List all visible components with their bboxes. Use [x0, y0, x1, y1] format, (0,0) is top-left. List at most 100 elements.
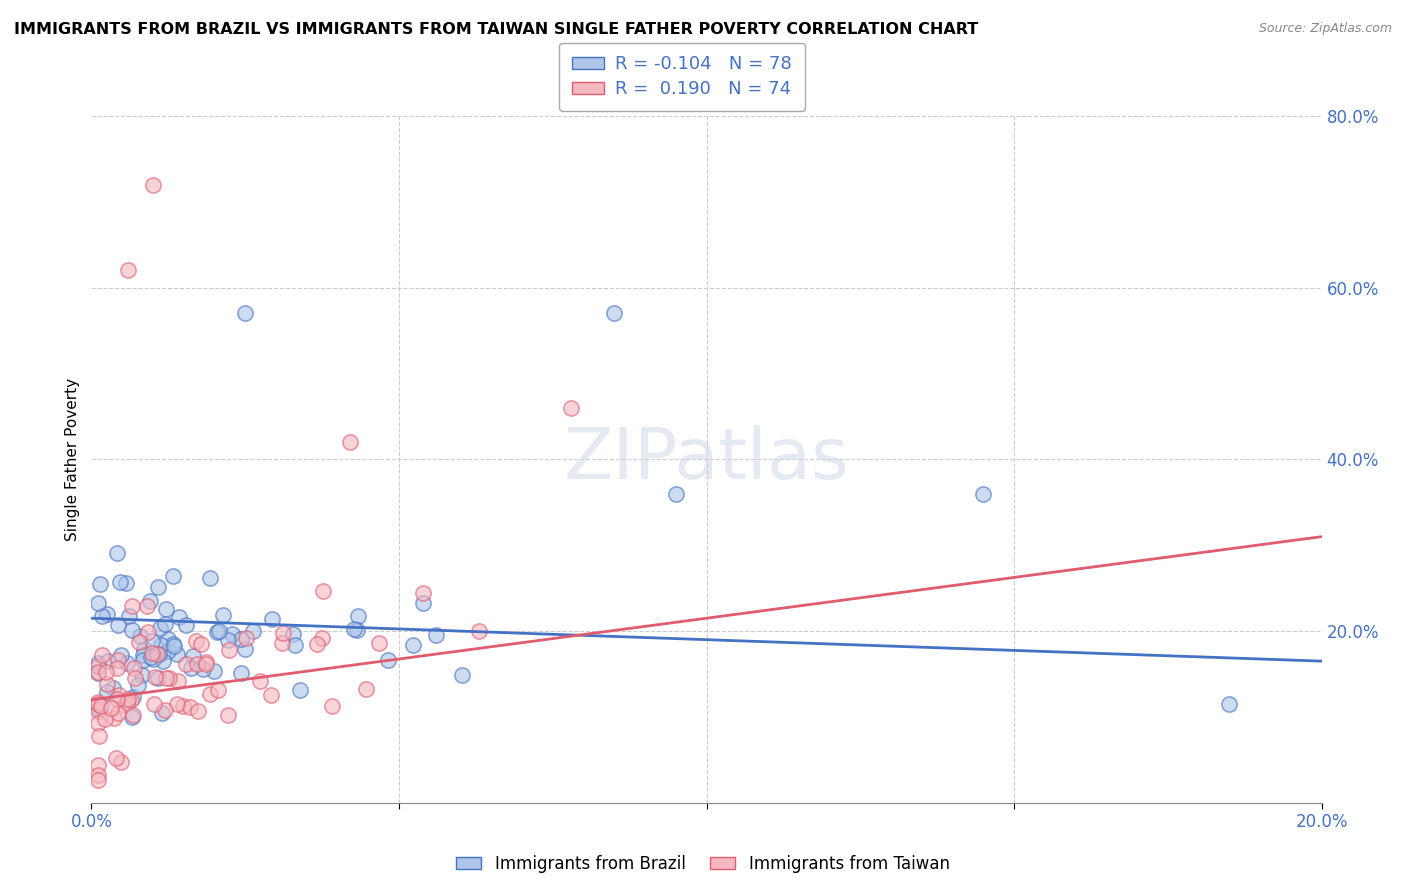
Point	[89, 577, 111, 591]
Point	[149, 621, 172, 635]
Point	[290, 683, 312, 698]
Point	[150, 706, 173, 721]
Point	[87, 697, 110, 711]
Point	[181, 648, 204, 663]
Point	[191, 662, 214, 676]
Point	[115, 696, 138, 710]
Point	[153, 703, 176, 717]
Point	[141, 634, 163, 648]
Legend: R = -0.104   N = 78, R =  0.190   N = 74: R = -0.104 N = 78, R = 0.190 N = 74	[560, 43, 804, 112]
Point	[146, 580, 169, 594]
Point	[134, 642, 156, 657]
Point	[186, 633, 208, 648]
Text: Source: ZipAtlas.com: Source: ZipAtlas.com	[1258, 22, 1392, 36]
Point	[202, 664, 225, 678]
Point	[195, 655, 218, 669]
Point	[207, 624, 229, 638]
Point	[139, 594, 162, 608]
Point	[1218, 697, 1240, 711]
Point	[122, 707, 145, 722]
Point	[665, 487, 688, 501]
Point	[110, 574, 132, 589]
Point	[107, 706, 129, 720]
Point	[412, 597, 434, 611]
Point	[86, 658, 108, 673]
Point	[86, 656, 108, 670]
Text: IMMIGRANTS FROM BRAZIL VS IMMIGRANTS FROM TAIWAN SINGLE FATHER POVERTY CORRELATI: IMMIGRANTS FROM BRAZIL VS IMMIGRANTS FRO…	[14, 22, 979, 37]
Point	[86, 596, 108, 610]
Point	[87, 729, 110, 743]
Point	[142, 697, 165, 711]
Point	[169, 610, 191, 624]
Point	[142, 652, 165, 666]
Point	[157, 644, 180, 658]
Point	[124, 671, 146, 685]
Y-axis label: Single Father Poverty: Single Father Poverty	[65, 378, 80, 541]
Point	[972, 487, 994, 501]
Point	[136, 624, 159, 639]
Point	[467, 624, 489, 639]
Point	[86, 665, 108, 680]
Point	[343, 622, 366, 636]
Point	[231, 666, 253, 681]
Point	[218, 643, 240, 657]
Point	[233, 306, 256, 320]
Point	[107, 689, 129, 703]
Point	[155, 602, 177, 616]
Point	[367, 636, 389, 650]
Point	[271, 625, 294, 640]
Legend: Immigrants from Brazil, Immigrants from Taiwan: Immigrants from Brazil, Immigrants from …	[450, 848, 956, 880]
Point	[179, 700, 201, 714]
Point	[198, 571, 221, 585]
Point	[401, 638, 423, 652]
Point	[305, 637, 328, 651]
Point	[174, 657, 197, 671]
Point	[212, 607, 235, 622]
Point	[412, 585, 434, 599]
Point	[143, 670, 166, 684]
Point	[146, 671, 169, 685]
Point	[150, 638, 173, 652]
Point	[167, 674, 190, 689]
Point	[174, 617, 197, 632]
Point	[346, 623, 368, 637]
Point	[312, 584, 335, 599]
Point	[96, 677, 118, 691]
Point	[86, 665, 108, 680]
Point	[186, 657, 208, 672]
Point	[221, 627, 243, 641]
Point	[86, 704, 108, 718]
Point	[112, 698, 135, 713]
Point	[281, 626, 304, 640]
Point	[131, 652, 153, 666]
Point	[139, 650, 162, 665]
Point	[146, 647, 169, 661]
Point	[166, 698, 188, 712]
Point	[217, 633, 239, 648]
Point	[235, 631, 257, 645]
Point	[229, 632, 252, 646]
Point	[105, 661, 128, 675]
Point	[242, 624, 264, 639]
Point	[321, 698, 343, 713]
Point	[86, 716, 108, 731]
Point	[180, 661, 202, 675]
Point	[249, 673, 271, 688]
Point	[121, 710, 143, 724]
Point	[260, 612, 283, 626]
Point	[195, 657, 218, 671]
Point	[122, 690, 145, 705]
Point	[141, 646, 163, 660]
Point	[198, 688, 221, 702]
Point	[157, 632, 180, 646]
Point	[131, 668, 153, 682]
Point	[148, 647, 170, 661]
Point	[115, 656, 138, 670]
Point	[162, 637, 184, 651]
Point	[142, 178, 165, 192]
Point	[152, 654, 174, 668]
Point	[105, 691, 128, 706]
Point	[107, 653, 129, 667]
Point	[91, 608, 114, 623]
Point	[121, 624, 143, 638]
